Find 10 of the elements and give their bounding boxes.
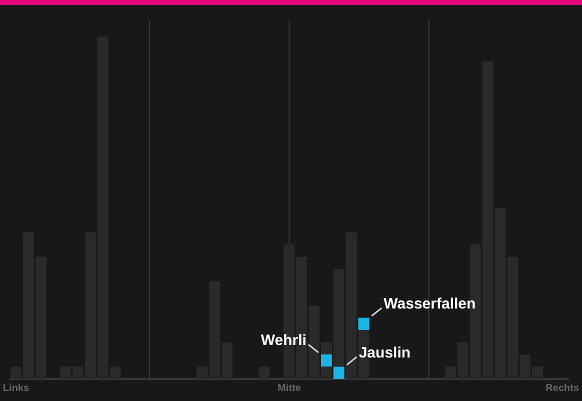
annotation: Wasserfallen [384, 296, 476, 313]
bar [320, 354, 332, 367]
annotation: Wehrli [260, 332, 306, 350]
x-tick-label: Rechts [546, 382, 580, 394]
x-tick-label: Mitte [278, 382, 302, 394]
annotation: Jauslin [358, 344, 411, 362]
x-tick-label: Links [2, 382, 30, 394]
bar [258, 366, 270, 379]
bar [333, 366, 344, 379]
bar [358, 318, 370, 330]
